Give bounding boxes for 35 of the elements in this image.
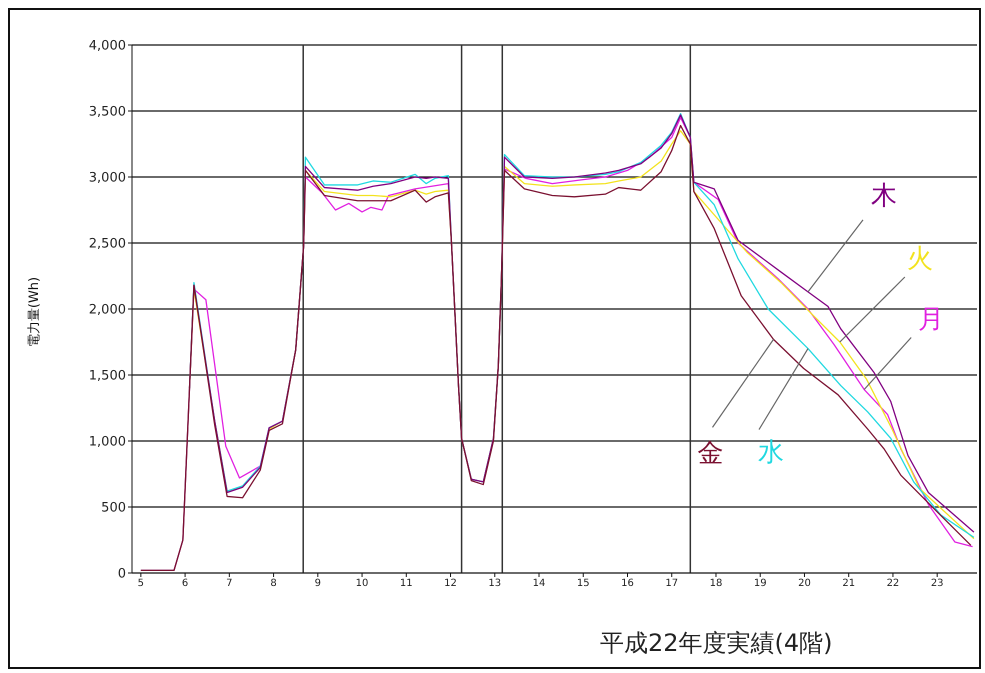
x-tick-label: 6: [182, 578, 188, 590]
x-tick-label: 20: [798, 578, 811, 590]
y-tick-label: 2,500: [88, 236, 126, 252]
text: 木: [871, 180, 897, 211]
x-tick-label: 10: [356, 578, 368, 590]
y-tick-label: 2,000: [88, 302, 126, 318]
x-tick-label: 11: [400, 578, 413, 590]
text: 水: [758, 438, 784, 468]
x-tick-label: 18: [710, 578, 722, 590]
text: 火: [906, 244, 933, 274]
y-tick-label: 3,000: [88, 170, 126, 186]
x-tick-label: 16: [621, 578, 634, 590]
x-tick-label: 13: [488, 578, 502, 590]
x-tick-label: 22: [886, 578, 900, 590]
y-tick-label: 1,500: [88, 368, 126, 384]
x-tick-label: 9: [314, 578, 321, 590]
y-tick-label: 1,000: [88, 434, 126, 450]
x-tick-label: 5: [138, 578, 144, 590]
x-tick-label: 8: [270, 578, 277, 590]
y-tick-label: 0: [118, 566, 126, 582]
x-tick-label: 12: [444, 578, 457, 590]
y-axis-title: 電力量(Wh): [26, 276, 43, 348]
y-tick-label: 3,500: [88, 104, 126, 120]
x-tick-label: 23: [930, 578, 944, 590]
x-tick-label: 15: [576, 578, 590, 590]
text: 平成22年度実績(4階): [600, 628, 833, 659]
x-tick-label: 21: [842, 578, 856, 590]
y-tick-label: 4,000: [88, 38, 126, 54]
text: 月: [918, 304, 944, 335]
text: 金: [697, 438, 724, 468]
x-tick-label: 19: [754, 578, 767, 590]
x-tick-label: 17: [665, 578, 678, 590]
y-tick-label: 500: [101, 500, 126, 516]
x-tick-label: 14: [532, 578, 546, 590]
x-tick-label: 7: [226, 578, 233, 590]
